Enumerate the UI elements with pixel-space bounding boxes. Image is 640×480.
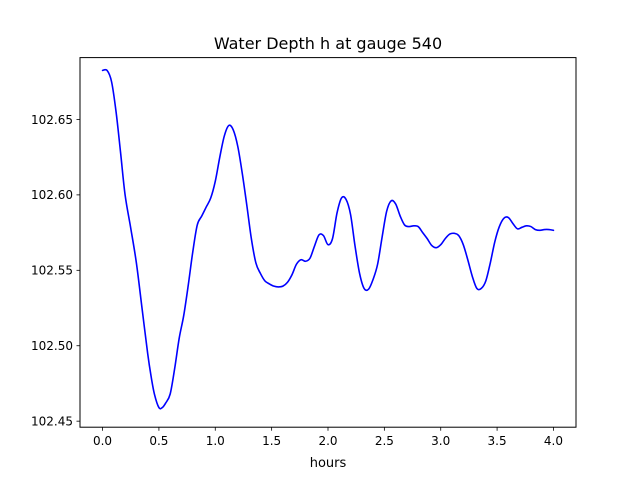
y-tick-label: 102.55 <box>31 264 73 278</box>
y-tick-label: 102.50 <box>31 339 73 353</box>
y-tick-label: 102.60 <box>31 188 73 202</box>
x-tick-label: 2.0 <box>318 434 337 448</box>
x-tick-label: 3.5 <box>488 434 507 448</box>
x-axis-ticks: 0.0 0.5 1.0 1.5 2.0 2.5 3.0 3.5 4.0 <box>93 427 563 448</box>
data-lines <box>101 68 555 410</box>
plot-area <box>80 57 576 428</box>
x-tick-label: 3.0 <box>431 434 450 448</box>
y-tick-label: 102.65 <box>31 113 73 127</box>
y-axis-ticks: 102.45 102.50 102.55 102.60 102.65 <box>31 113 80 428</box>
x-tick-label: 1.5 <box>262 434 281 448</box>
plot-frame <box>79 57 577 428</box>
y-tick-label: 102.45 <box>31 414 73 428</box>
x-tick-label: 4.0 <box>544 434 563 448</box>
x-tick-label: 1.0 <box>206 434 225 448</box>
series-line <box>101 68 555 410</box>
x-tick-label: 0.5 <box>149 434 168 448</box>
chart-title: Water Depth h at gauge 540 <box>214 34 442 53</box>
x-axis-label: hours <box>310 456 347 471</box>
x-tick-label: 2.5 <box>375 434 394 448</box>
x-tick-label: 0.0 <box>93 434 112 448</box>
